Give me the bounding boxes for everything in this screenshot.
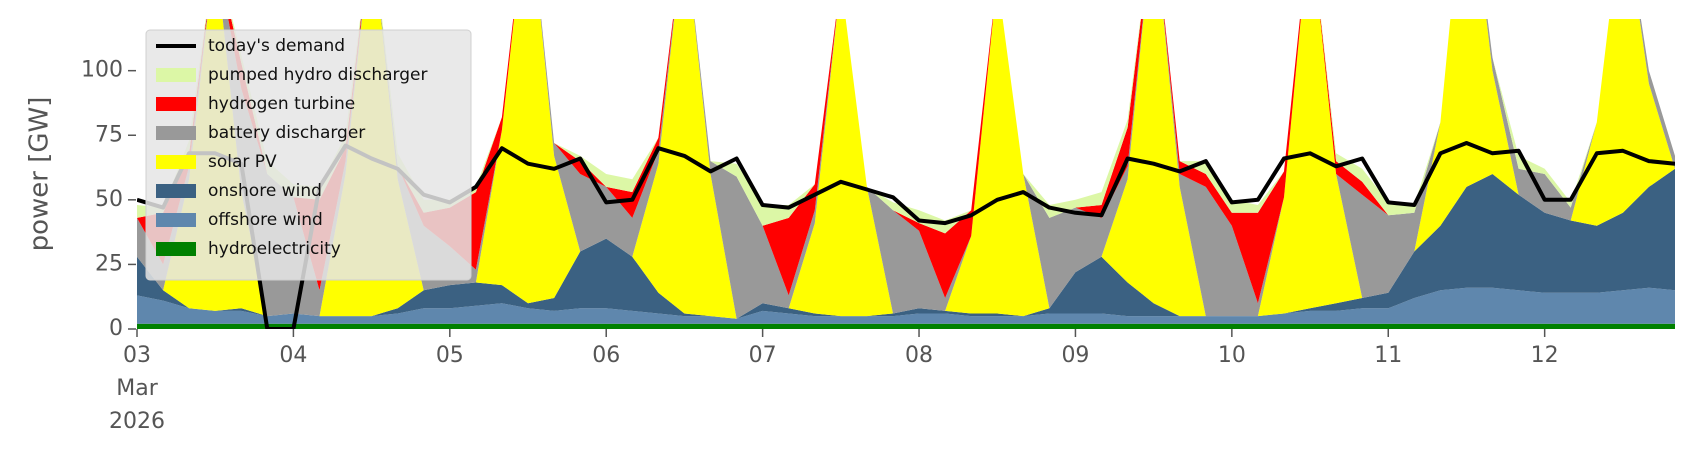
legend-swatch [156,213,196,227]
x-tick-label: 12 [1530,343,1559,368]
area-7 [137,323,1675,329]
x-tick-label: 06 [592,343,621,368]
legend-box [145,29,472,281]
x-tick-label: 04 [279,343,308,368]
plot-area [137,19,1675,329]
y-axis-label: power [GW] [25,97,55,252]
legend-label: hydrogen turbine [208,94,355,114]
legend-label: today's demand [208,36,345,56]
area-4 [137,19,1675,319]
y-tick-label: 100 [81,58,123,83]
x-tick-label: 08 [905,343,934,368]
legend-swatch [156,68,196,82]
legend-swatch [156,184,196,198]
legend-swatch [156,126,196,140]
x-tick-label: 07 [748,343,777,368]
y-tick-label: 25 [95,251,123,276]
y-tick-label: 75 [95,122,123,147]
legend-swatch [156,155,196,169]
y-tick-label: 0 [109,316,123,341]
area-3 [137,19,1675,319]
legend-label: pumped hydro discharger [208,65,427,85]
legend: today's demand pumped hydro discharger hyd… [145,29,472,281]
legend-swatch [156,97,196,111]
x-tick-label: 10 [1217,343,1246,368]
legend-label: offshore wind [208,210,323,230]
legend-label: onshore wind [208,181,322,201]
x-tick-label: 03 Mar 2026 [109,343,165,434]
area-6 [137,287,1675,324]
legend-label: solar PV [208,152,277,172]
legend-label: battery discharger [208,123,365,143]
x-tick-label: 11 [1374,343,1403,368]
x-tick-label: 09 [1061,343,1090,368]
y-tick-label: 50 [95,187,123,212]
legend-swatch [156,242,196,256]
axes: 0 25 50 75 100 [81,58,1546,341]
legend-label: hydroelectricity [208,239,341,259]
x-tick-label: 05 [435,343,464,368]
